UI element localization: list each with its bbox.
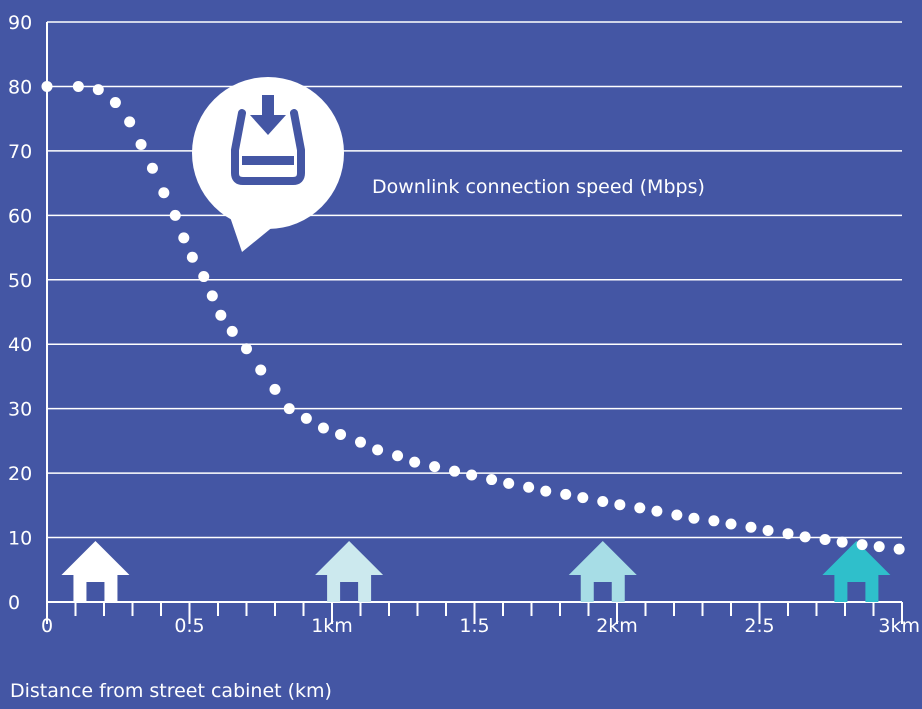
download-bubble-icon [192,77,344,252]
data-point [269,383,281,395]
y-tick-label: 60 [8,205,32,227]
data-point [92,84,104,96]
data-point [688,512,700,524]
data-point [255,364,267,376]
data-point [72,80,84,92]
data-point [300,412,312,424]
data-point [523,481,535,493]
data-point [206,290,218,302]
data-point [449,465,461,477]
data-point [169,209,181,221]
data-point [651,505,663,517]
download-tray-icon [231,95,305,185]
data-point [226,325,238,337]
y-tick-label: 20 [8,463,32,485]
data-point [486,474,498,486]
house-markers [61,541,891,602]
data-point [873,541,885,553]
data-point [671,509,683,521]
y-tick-label: 40 [8,334,32,356]
data-point [429,461,441,473]
data-point [317,422,329,434]
x-minor-ticks [46,602,903,624]
y-tick-label: 80 [8,76,32,98]
data-point [146,162,158,174]
x-tick-label: 3km [878,615,920,637]
house-icon [822,541,891,602]
data-point [124,116,136,128]
axes [46,22,902,603]
y-tick-label: 30 [8,399,32,421]
x-tick-label: 0.5 [174,615,204,637]
data-points [41,80,905,555]
x-tick-label: 0 [41,615,53,637]
data-point [782,528,794,540]
data-point [158,187,170,199]
bubble-circle [192,77,344,229]
data-point [836,536,848,548]
y-tick-label: 90 [8,12,32,34]
data-point [372,444,384,456]
x-tick-label: 1km [311,615,353,637]
data-point [560,488,572,500]
x-axis-title: Distance from street cabinet (km) [10,680,332,702]
data-point [725,518,737,530]
data-point [109,97,121,109]
x-tick-label: 2.5 [744,615,774,637]
data-point [241,343,252,355]
data-point [634,502,646,514]
data-point [215,309,227,321]
data-point [597,495,609,507]
data-point [799,531,811,543]
data-point [503,477,515,489]
data-point [762,524,774,536]
data-point [409,456,421,468]
data-point [466,469,478,481]
grid-lines [47,21,902,539]
x-tick-label: 1.5 [459,615,489,637]
house-icon [315,541,384,602]
data-point [614,499,626,511]
data-point [135,138,147,150]
data-point [577,492,589,504]
house-icon [568,541,637,602]
data-point [392,450,404,462]
data-point [198,271,210,283]
data-point [819,533,831,545]
series-label: Downlink connection speed (Mbps) [372,176,705,198]
down-arrow-head [250,115,286,135]
data-point [745,521,757,533]
data-point [355,436,366,448]
x-tick-labels: 0 0.5 1km 1.5 2km 2.5 3km [41,615,920,637]
data-point [186,251,198,263]
data-point [708,515,720,527]
y-tick-label: 50 [8,270,32,292]
y-tick-labels: 0 10 20 30 40 50 60 70 80 90 [8,12,32,614]
data-point [540,485,552,497]
data-point [178,232,190,244]
down-arrow-shaft [262,95,274,119]
y-tick-label: 10 [8,528,32,550]
data-point [41,80,53,92]
data-point [893,543,905,555]
data-point [856,539,868,551]
y-tick-label: 0 [8,592,20,614]
y-tick-label: 70 [8,141,32,163]
data-point [283,403,295,415]
x-tick-label: 2km [596,615,638,637]
house-icon [61,541,130,602]
bubble-tail [228,211,280,252]
data-point [335,428,347,440]
